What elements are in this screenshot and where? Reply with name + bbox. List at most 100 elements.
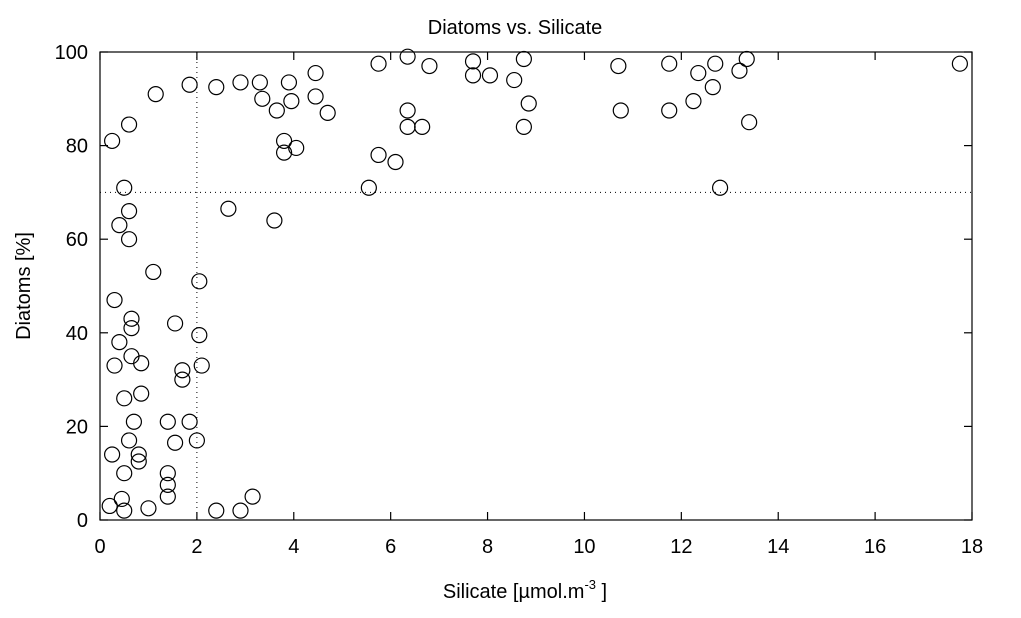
data-point xyxy=(147,86,164,103)
x-tick-label: 0 xyxy=(94,536,105,558)
data-point xyxy=(106,291,123,309)
data-point xyxy=(307,88,324,105)
data-point xyxy=(159,476,176,493)
data-point xyxy=(280,74,298,91)
data-point xyxy=(704,78,721,96)
data-point xyxy=(283,93,300,110)
data-point xyxy=(111,217,128,234)
data-point xyxy=(711,179,729,196)
y-tick-label: 60 xyxy=(66,229,88,251)
chart-title: Diatoms vs. Silicate xyxy=(428,17,603,39)
x-tick-label: 4 xyxy=(288,536,299,558)
data-point xyxy=(191,273,208,290)
data-point xyxy=(113,490,130,508)
data-point xyxy=(120,116,138,133)
data-point xyxy=(731,62,748,79)
data-point xyxy=(685,93,702,110)
data-point xyxy=(399,48,416,65)
data-point xyxy=(307,64,324,82)
data-point xyxy=(123,348,140,365)
data-point xyxy=(275,132,293,150)
data-point xyxy=(244,488,261,505)
x-tick-label: 8 xyxy=(482,536,493,558)
plot-frame xyxy=(99,51,973,521)
data-point xyxy=(254,90,271,107)
data-point xyxy=(181,76,198,93)
data-point xyxy=(370,146,387,164)
data-point xyxy=(181,413,198,430)
y-tick-label: 100 xyxy=(55,42,88,64)
data-point xyxy=(123,310,140,327)
data-point xyxy=(104,446,121,463)
y-axis-ticks: 0 20 40 60 80 100 xyxy=(55,42,972,532)
data-point xyxy=(133,355,150,372)
data-point xyxy=(188,432,205,449)
data-point xyxy=(251,74,268,91)
data-point xyxy=(464,67,482,84)
data-point xyxy=(520,95,537,112)
data-points xyxy=(101,48,968,519)
x-axis-label-main: Silicate [µmol.m xyxy=(443,581,585,603)
data-point xyxy=(610,57,627,75)
data-point xyxy=(268,102,285,119)
data-point xyxy=(951,55,968,72)
x-tick-label: 16 xyxy=(864,536,886,558)
data-point xyxy=(166,315,184,332)
data-point xyxy=(123,320,140,337)
data-point xyxy=(159,465,176,482)
x-axis-label-end: ] xyxy=(596,581,607,603)
plot-area xyxy=(99,48,973,521)
y-tick-label: 0 xyxy=(77,510,88,532)
data-point xyxy=(232,74,249,91)
data-point xyxy=(288,139,305,157)
x-tick-label: 14 xyxy=(767,536,789,558)
data-point xyxy=(661,102,678,119)
x-tick-label: 18 xyxy=(961,536,983,558)
data-point xyxy=(208,78,225,96)
data-point xyxy=(690,64,707,82)
data-point xyxy=(166,434,184,451)
data-point xyxy=(515,118,532,135)
x-tick-label: 10 xyxy=(573,536,595,558)
data-point xyxy=(612,102,629,119)
data-point xyxy=(360,179,377,196)
data-point xyxy=(707,55,724,72)
data-point xyxy=(174,371,191,388)
data-point xyxy=(232,502,249,519)
data-point xyxy=(421,57,438,75)
x-axis-label-superscript: -3 xyxy=(584,577,596,592)
data-point xyxy=(120,432,138,449)
data-point xyxy=(130,446,147,463)
data-point xyxy=(661,55,678,72)
data-point xyxy=(130,453,147,470)
y-tick-label: 40 xyxy=(66,323,88,345)
data-point xyxy=(370,55,387,72)
x-tick-label: 12 xyxy=(670,536,692,558)
data-point xyxy=(145,263,162,281)
y-tick-label: 80 xyxy=(66,136,88,158)
data-point xyxy=(193,357,210,374)
data-point xyxy=(208,502,225,519)
data-point xyxy=(191,327,208,344)
data-point xyxy=(506,71,523,89)
y-tick-label: 20 xyxy=(66,416,88,438)
data-point xyxy=(125,413,143,430)
data-point xyxy=(133,385,150,402)
data-point xyxy=(414,118,431,135)
data-point xyxy=(159,413,176,430)
data-point xyxy=(319,104,336,121)
data-point xyxy=(515,50,532,68)
data-point xyxy=(104,132,121,150)
data-point xyxy=(399,102,416,119)
data-point xyxy=(116,502,133,519)
data-point xyxy=(266,212,283,229)
x-axis-ticks: 0 2 4 6 8 10 12 14 16 18 xyxy=(94,52,983,558)
data-point xyxy=(101,497,118,515)
data-point xyxy=(220,200,237,217)
data-point xyxy=(481,67,499,84)
data-point xyxy=(741,114,758,131)
data-point xyxy=(174,362,191,379)
data-point xyxy=(120,231,138,248)
y-axis-label: Diatoms [%] xyxy=(13,232,35,340)
